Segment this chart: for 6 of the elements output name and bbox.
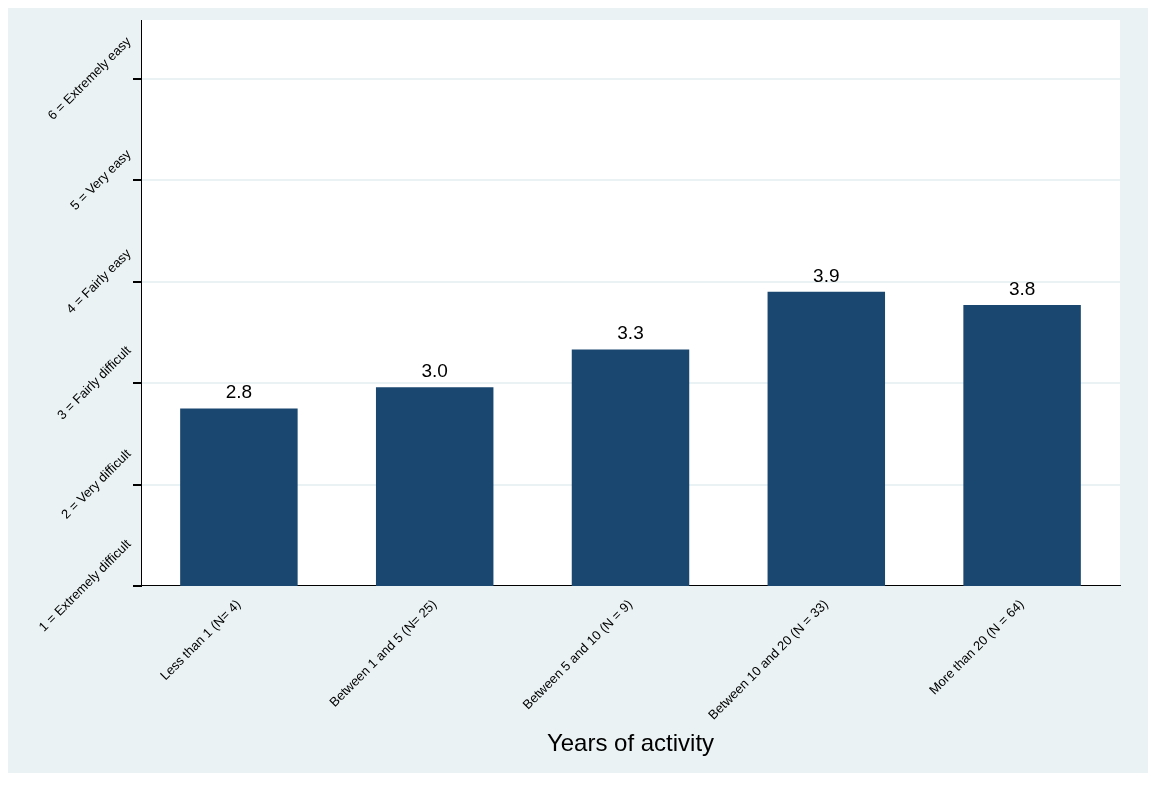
data-label: 3.0 [421,359,448,381]
data-label: 3.3 [617,322,644,344]
x-axis-title: Years of activity [546,729,715,757]
data-label: 3.8 [1008,277,1036,299]
data-label: 2.8 [225,381,253,403]
data-label: 3.9 [813,264,840,286]
